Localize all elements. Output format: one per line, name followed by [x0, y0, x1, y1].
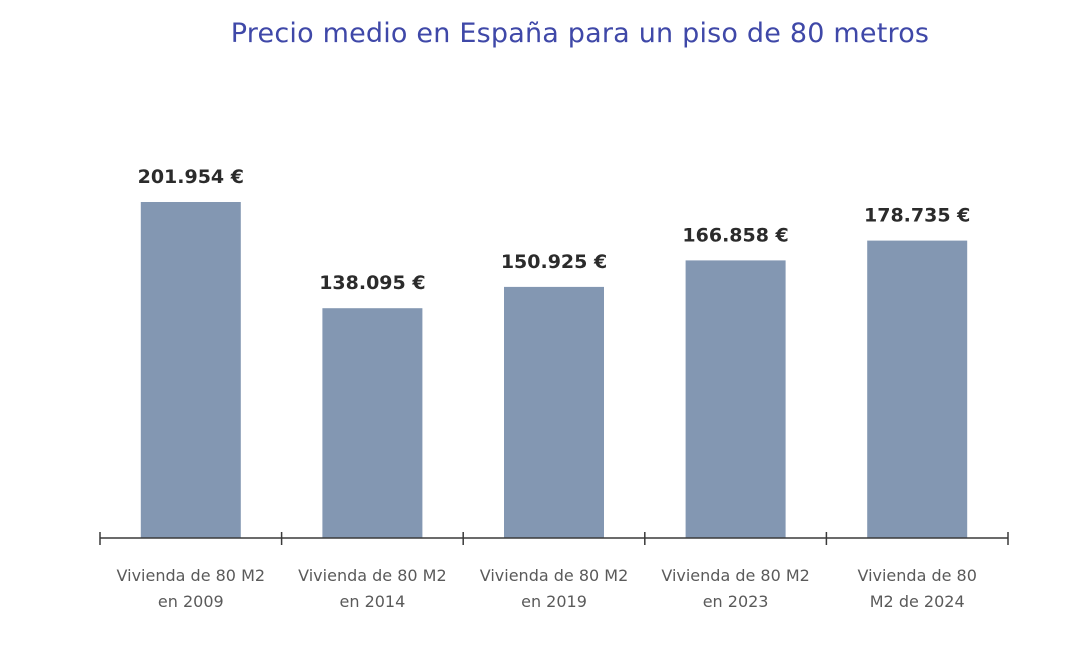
bar-1 [322, 308, 423, 538]
labels-group: 201.954 € Vivienda de 80 M2 en 2009 138.095… [117, 166, 977, 611]
value-label-3: 166.858 € [682, 224, 788, 246]
value-label-0: 201.954 € [138, 166, 244, 188]
value-label-1: 138.095 € [319, 272, 425, 294]
bar-3 [685, 260, 786, 538]
value-label-2: 150.925 € [501, 251, 607, 273]
category-label-4: Vivienda de 80 M2 de 2024 [857, 566, 976, 611]
x-axis [99, 532, 1009, 545]
bar-4 [867, 240, 968, 538]
category-label-2: Vivienda de 80 M2 en 2019 [480, 566, 629, 611]
value-label-4: 178.735 € [864, 205, 970, 227]
category-label-1: Vivienda de 80 M2 en 2014 [298, 566, 447, 611]
bars-group [140, 202, 968, 538]
bar-0 [140, 202, 241, 538]
category-label-3: Vivienda de 80 M2 en 2023 [661, 566, 810, 611]
bar-2 [504, 286, 604, 538]
category-label-0: Vivienda de 80 M2 en 2009 [117, 566, 266, 611]
chart-title: Precio medio en España para un piso de 8… [230, 18, 930, 49]
